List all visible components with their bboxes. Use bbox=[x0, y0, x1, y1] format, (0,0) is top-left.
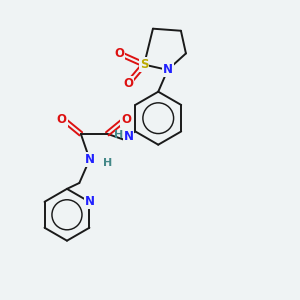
Text: O: O bbox=[123, 77, 133, 90]
Text: H: H bbox=[114, 130, 123, 140]
Text: S: S bbox=[140, 58, 148, 71]
Text: H: H bbox=[103, 158, 112, 168]
Text: N: N bbox=[85, 153, 94, 166]
Text: O: O bbox=[122, 112, 131, 126]
Text: N: N bbox=[85, 195, 95, 208]
Text: O: O bbox=[114, 47, 124, 60]
Text: O: O bbox=[57, 112, 67, 126]
Text: N: N bbox=[124, 130, 134, 143]
Text: N: N bbox=[163, 63, 173, 76]
